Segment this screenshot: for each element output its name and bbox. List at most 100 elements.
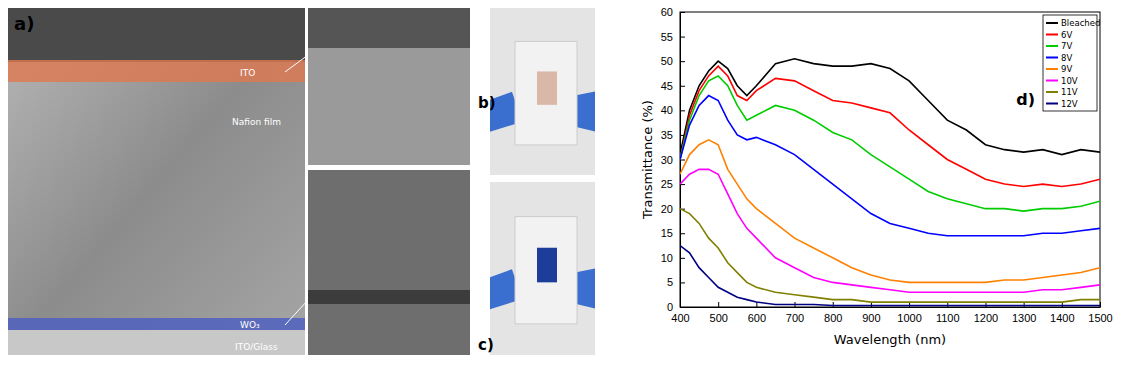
legend-label: 9V bbox=[1061, 64, 1072, 74]
series-line bbox=[680, 209, 1100, 302]
series-line bbox=[680, 246, 1100, 306]
layer-label: ITO/Glass bbox=[235, 342, 278, 352]
y-tick-label: 20 bbox=[661, 203, 673, 215]
series-line bbox=[680, 76, 1100, 211]
legend-label: 12V bbox=[1061, 99, 1078, 109]
y-tick-label: 5 bbox=[667, 276, 673, 288]
x-tick-label: 1000 bbox=[897, 312, 921, 324]
y-tick-label: 0 bbox=[667, 301, 673, 313]
legend-swatch bbox=[1046, 45, 1058, 47]
x-tick: 500 bbox=[710, 302, 728, 324]
panel-b: b) bbox=[478, 8, 595, 175]
y-tick-label: 15 bbox=[661, 227, 673, 239]
x-tick-mark bbox=[1100, 302, 1101, 307]
legend-swatch bbox=[1046, 91, 1058, 93]
sem-inset-top bbox=[308, 8, 470, 165]
layer-label: Nafion film bbox=[232, 117, 281, 127]
film bbox=[515, 217, 577, 324]
series-line bbox=[680, 140, 1100, 283]
y-tick: 5 bbox=[667, 276, 685, 288]
x-tick-label: 400 bbox=[671, 312, 689, 324]
y-tick-mark bbox=[680, 307, 685, 308]
photo bbox=[490, 182, 595, 355]
y-tick: 40 bbox=[661, 104, 685, 116]
plot-frame bbox=[680, 12, 1100, 307]
x-tick-label: 1400 bbox=[1050, 312, 1074, 324]
device bbox=[537, 71, 557, 104]
x-tick-label: 600 bbox=[748, 312, 766, 324]
panel-c: c) bbox=[478, 182, 595, 355]
x-tick-mark bbox=[718, 302, 719, 307]
y-tick: 45 bbox=[661, 80, 685, 92]
legend-swatch bbox=[1046, 22, 1058, 24]
y-tick-mark bbox=[680, 258, 685, 259]
x-tick-label: 1100 bbox=[936, 312, 960, 324]
legend-label: 11V bbox=[1061, 87, 1078, 97]
legend: Bleached6V7V8V9V10V11V12V bbox=[1043, 15, 1100, 111]
y-axis: 0 5 10 15 20 25 30 35 40 45 50 55 60 bbox=[661, 6, 685, 313]
sem-inset-bottom-band bbox=[308, 290, 470, 304]
y-tick: 50 bbox=[661, 55, 685, 67]
x-tick-label: 1500 bbox=[1088, 312, 1112, 324]
sem-background bbox=[8, 8, 305, 62]
y-tick-mark bbox=[680, 110, 685, 111]
y-tick-label: 30 bbox=[661, 154, 673, 166]
chart: 4005006007008009001000110012001300140015… bbox=[640, 6, 1113, 347]
series-line bbox=[680, 66, 1100, 186]
panel-label: d) bbox=[1016, 90, 1035, 109]
panel-a: a) ITO Nafion film WO₃ ITO/Glass bbox=[8, 8, 470, 355]
y-tick: 60 bbox=[661, 6, 685, 18]
wo3-band bbox=[8, 318, 305, 330]
y-tick-mark bbox=[680, 233, 685, 234]
y-tick-label: 55 bbox=[661, 31, 673, 43]
y-tick: 25 bbox=[661, 178, 685, 190]
x-tick-label: 1200 bbox=[974, 312, 998, 324]
y-axis-title: Transmittance (%) bbox=[640, 100, 655, 220]
panel-label: b) bbox=[478, 94, 496, 112]
x-axis-line bbox=[681, 307, 1101, 308]
plot-area bbox=[680, 59, 1100, 306]
x-tick-label: 800 bbox=[824, 312, 842, 324]
layer-label: WO₃ bbox=[240, 320, 260, 330]
y-tick-label: 45 bbox=[661, 80, 673, 92]
legend-box bbox=[1043, 15, 1097, 111]
layer-label: ITO bbox=[240, 68, 255, 78]
y-tick-label: 10 bbox=[661, 252, 673, 264]
ito-band bbox=[8, 60, 305, 82]
x-tick-label: 700 bbox=[786, 312, 804, 324]
film bbox=[515, 41, 577, 145]
pointer bbox=[285, 55, 308, 72]
x-tick-label: 1300 bbox=[1012, 312, 1036, 324]
series-line bbox=[680, 59, 1100, 155]
panel-label: c) bbox=[478, 336, 494, 354]
y-tick: 0 bbox=[667, 301, 685, 313]
y-tick-mark bbox=[680, 61, 685, 62]
legend-label: 8V bbox=[1061, 53, 1072, 63]
device bbox=[537, 248, 557, 283]
y-tick-mark bbox=[680, 37, 685, 38]
legend-swatch bbox=[1046, 103, 1058, 105]
y-tick-label: 25 bbox=[661, 178, 673, 190]
y-tick-label: 50 bbox=[661, 55, 673, 67]
y-tick-label: 35 bbox=[661, 129, 673, 141]
x-tick-label: 500 bbox=[710, 312, 728, 324]
y-tick: 15 bbox=[661, 227, 685, 239]
panel-label: a) bbox=[14, 13, 34, 34]
series-line bbox=[680, 169, 1100, 292]
x-axis-title: Wavelength (nm) bbox=[834, 332, 946, 347]
y-tick: 35 bbox=[661, 129, 685, 141]
y-tick: 10 bbox=[661, 252, 685, 264]
legend-swatch bbox=[1046, 80, 1058, 82]
legend-swatch bbox=[1046, 57, 1058, 59]
legend-swatch bbox=[1046, 68, 1058, 70]
y-tick-mark bbox=[680, 86, 685, 87]
sem-image bbox=[8, 8, 305, 355]
series-line bbox=[680, 96, 1100, 236]
y-tick-label: 60 bbox=[661, 6, 673, 18]
y-tick-mark bbox=[680, 282, 685, 283]
pointer bbox=[285, 300, 308, 325]
x-tick-label: 900 bbox=[862, 312, 880, 324]
x-tick: 600 bbox=[748, 302, 766, 324]
legend-label: 7V bbox=[1061, 41, 1072, 51]
glass-band bbox=[8, 330, 305, 355]
